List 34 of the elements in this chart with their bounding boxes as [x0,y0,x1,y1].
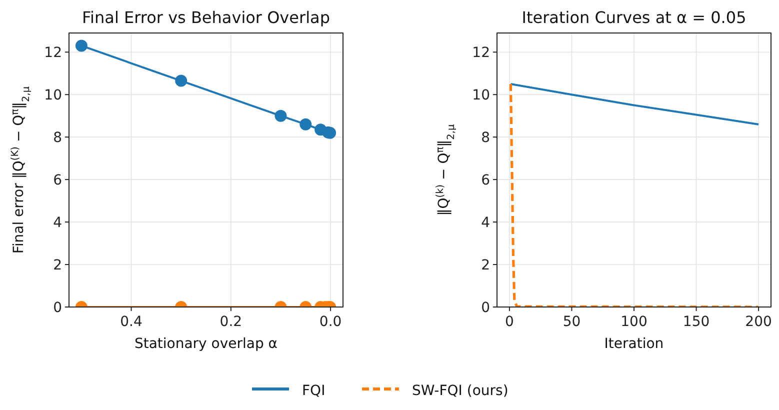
y-tick-label: 0 [53,300,62,316]
point [175,74,188,87]
y-tick-label: 0 [481,300,490,316]
y-tick-label: 8 [53,130,62,146]
x-tick-label: 50 [562,314,581,330]
y-tick-label: 6 [53,172,62,188]
x-tick-label: 150 [682,314,710,330]
chart-title: Final Error vs Behavior Overlap [82,8,330,27]
x-tick-label: 0.0 [319,314,342,330]
point [75,40,88,52]
y-tick-label: 8 [481,130,490,146]
legend-label: FQI [302,383,326,399]
point [274,110,287,122]
legend-label: SW-FQI (ours) [412,383,508,399]
line-series [509,82,760,307]
y-tick-label: 12 [472,45,490,62]
x-tick-label: 100 [620,314,648,330]
chart-title: Iteration Curves at α = 0.05 [522,8,746,27]
line-series [510,82,760,126]
x-axis-title: Stationary overlap α [134,336,278,352]
y-tick-label: 4 [53,214,62,231]
x-tick-label: 0.2 [220,314,242,330]
y-tick-label: 10 [472,87,490,104]
x-tick-label: 0.4 [120,314,142,330]
x-tick-label: 0 [504,314,514,330]
x-tick-label: 200 [745,314,772,330]
point [300,118,312,130]
y-tick-label: 6 [481,172,490,188]
x-axis-title: Iteration [604,336,664,352]
y-tick-label: 10 [44,87,62,104]
y-tick-label: 12 [44,45,62,62]
y-tick-label: 2 [481,257,490,274]
y-tick-label: 4 [481,214,490,231]
y-tick-label: 2 [53,257,62,274]
